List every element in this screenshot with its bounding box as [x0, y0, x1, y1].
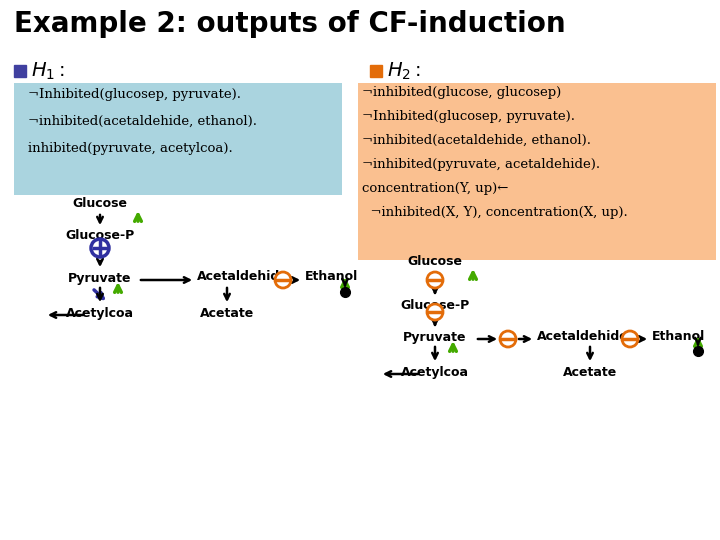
- Text: Glucose-P: Glucose-P: [400, 299, 469, 312]
- Text: ¬Inhibited(glucosep, pyruvate).: ¬Inhibited(glucosep, pyruvate).: [362, 110, 575, 123]
- Text: Acetaldehide: Acetaldehide: [537, 329, 629, 342]
- Text: Pyruvate: Pyruvate: [68, 272, 132, 285]
- Text: Glucose: Glucose: [73, 197, 127, 210]
- Text: ¬inhibited(acetaldehide, ethanol).: ¬inhibited(acetaldehide, ethanol).: [28, 115, 257, 128]
- Text: Ethanol: Ethanol: [652, 329, 706, 342]
- Bar: [370, 65, 382, 77]
- Text: ¬Inhibited(glucosep, pyruvate).: ¬Inhibited(glucosep, pyruvate).: [28, 88, 241, 101]
- Text: concentration(Y, up)←: concentration(Y, up)←: [362, 182, 508, 195]
- FancyBboxPatch shape: [14, 83, 342, 195]
- Text: ¬inhibited(acetaldehide, ethanol).: ¬inhibited(acetaldehide, ethanol).: [362, 134, 591, 147]
- Circle shape: [427, 304, 443, 320]
- Text: Glucose: Glucose: [408, 255, 462, 268]
- Text: ¬inhibited(X, Y), concentration(X, up).: ¬inhibited(X, Y), concentration(X, up).: [362, 206, 628, 219]
- Text: ¬inhibited(pyruvate, acetaldehide).: ¬inhibited(pyruvate, acetaldehide).: [362, 158, 600, 171]
- Text: Example 2: outputs of CF-induction: Example 2: outputs of CF-induction: [14, 10, 566, 38]
- Text: ¬inhibited(glucose, glucosep): ¬inhibited(glucose, glucosep): [362, 86, 562, 99]
- Circle shape: [427, 272, 443, 288]
- Circle shape: [91, 239, 109, 257]
- Text: $H_2:$: $H_2:$: [387, 60, 421, 82]
- Text: Acetate: Acetate: [200, 307, 254, 320]
- Text: Ethanol: Ethanol: [305, 271, 359, 284]
- Circle shape: [500, 331, 516, 347]
- Text: Glucose-P: Glucose-P: [66, 229, 135, 242]
- Bar: [14, 65, 26, 77]
- Text: Acetylcoa: Acetylcoa: [66, 307, 134, 320]
- Text: Acetaldehide: Acetaldehide: [197, 271, 289, 284]
- Text: Acetate: Acetate: [563, 366, 617, 379]
- Text: Acetylcoa: Acetylcoa: [401, 366, 469, 379]
- Circle shape: [275, 272, 291, 288]
- Text: inhibited(pyruvate, acetylcoa).: inhibited(pyruvate, acetylcoa).: [28, 142, 233, 155]
- FancyBboxPatch shape: [358, 83, 716, 260]
- Text: Pyruvate: Pyruvate: [403, 331, 467, 344]
- Text: $H_1:$: $H_1:$: [31, 60, 65, 82]
- Circle shape: [622, 331, 638, 347]
